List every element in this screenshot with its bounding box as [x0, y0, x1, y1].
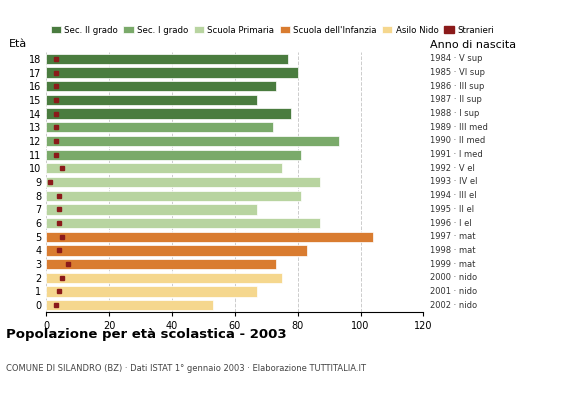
Text: 1985 · VI sup: 1985 · VI sup	[430, 68, 485, 77]
Text: 1997 · mat: 1997 · mat	[430, 232, 476, 241]
Bar	[46, 54, 288, 64]
Text: 2000 · nido: 2000 · nido	[430, 273, 477, 282]
Bar	[46, 204, 257, 214]
Text: 1988 · I sup: 1988 · I sup	[430, 109, 480, 118]
Text: 1990 · II med: 1990 · II med	[430, 136, 485, 146]
Text: 1996 · I el: 1996 · I el	[430, 218, 472, 228]
Bar	[46, 136, 339, 146]
Bar	[46, 150, 301, 160]
Text: 1991 · I med: 1991 · I med	[430, 150, 483, 159]
Text: 1989 · III med: 1989 · III med	[430, 123, 488, 132]
Text: 1993 · IV el: 1993 · IV el	[430, 178, 478, 186]
Legend: Sec. II grado, Sec. I grado, Scuola Primaria, Scuola dell'Infanzia, Asilo Nido, : Sec. II grado, Sec. I grado, Scuola Prim…	[50, 26, 494, 35]
Text: Anno di nascita: Anno di nascita	[430, 40, 516, 50]
Bar	[46, 81, 275, 91]
Bar	[46, 67, 298, 78]
Text: Popolazione per età scolastica - 2003: Popolazione per età scolastica - 2003	[6, 328, 287, 341]
Bar	[46, 259, 275, 269]
Bar	[46, 232, 373, 242]
Text: 1987 · II sup: 1987 · II sup	[430, 95, 482, 104]
Text: 1999 · mat: 1999 · mat	[430, 260, 476, 269]
Text: COMUNE DI SILANDRO (BZ) · Dati ISTAT 1° gennaio 2003 · Elaborazione TUTTITALIA.I: COMUNE DI SILANDRO (BZ) · Dati ISTAT 1° …	[6, 364, 366, 373]
Text: 1986 · III sup: 1986 · III sup	[430, 82, 485, 91]
Text: 1995 · II el: 1995 · II el	[430, 205, 474, 214]
Bar	[46, 95, 257, 105]
Text: Età: Età	[9, 39, 27, 49]
Text: 2002 · nido: 2002 · nido	[430, 301, 477, 310]
Text: 1998 · mat: 1998 · mat	[430, 246, 476, 255]
Text: 1984 · V sup: 1984 · V sup	[430, 54, 483, 63]
Bar	[46, 108, 291, 119]
Text: 1994 · III el: 1994 · III el	[430, 191, 477, 200]
Bar	[46, 190, 301, 201]
Bar	[46, 286, 257, 297]
Bar	[46, 218, 320, 228]
Bar	[46, 300, 213, 310]
Bar	[46, 245, 307, 256]
Text: 1992 · V el: 1992 · V el	[430, 164, 475, 173]
Text: 2001 · nido: 2001 · nido	[430, 287, 477, 296]
Bar	[46, 122, 273, 132]
Bar	[46, 163, 282, 174]
Bar	[46, 273, 282, 283]
Bar	[46, 177, 320, 187]
